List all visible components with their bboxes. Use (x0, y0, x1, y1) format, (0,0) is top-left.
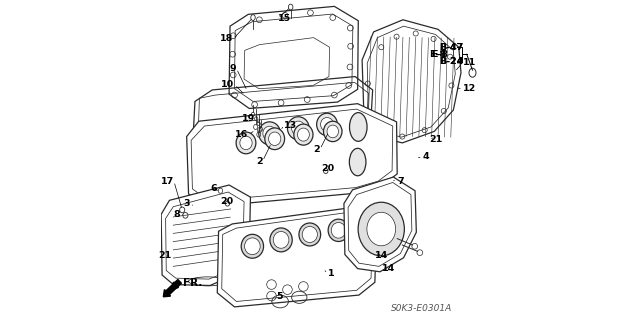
Text: 4: 4 (422, 152, 429, 161)
Ellipse shape (298, 128, 309, 141)
Ellipse shape (241, 234, 264, 258)
Text: E-8: E-8 (429, 50, 446, 59)
Text: 3: 3 (183, 199, 190, 208)
Ellipse shape (236, 132, 256, 154)
Ellipse shape (323, 121, 342, 142)
Text: B-24: B-24 (438, 57, 463, 66)
Text: 19: 19 (243, 114, 255, 123)
Text: 20: 20 (220, 197, 234, 206)
Text: 2: 2 (256, 157, 262, 166)
FancyArrow shape (163, 279, 181, 297)
Text: 13: 13 (284, 121, 298, 130)
Ellipse shape (294, 124, 313, 145)
Polygon shape (362, 20, 461, 143)
Text: 5: 5 (276, 292, 283, 301)
Text: 15: 15 (278, 14, 291, 23)
Ellipse shape (240, 136, 252, 150)
Ellipse shape (265, 128, 285, 150)
Text: 11: 11 (463, 58, 476, 67)
Ellipse shape (299, 223, 321, 246)
Text: B-47: B-47 (438, 43, 463, 52)
Ellipse shape (349, 113, 367, 141)
Ellipse shape (321, 117, 333, 131)
Text: B-24: B-24 (438, 57, 463, 66)
Text: 16: 16 (235, 130, 248, 139)
Text: 18: 18 (220, 34, 233, 43)
Text: 14: 14 (382, 264, 396, 273)
Text: FR.: FR. (184, 278, 203, 288)
Text: 1: 1 (328, 269, 334, 278)
Polygon shape (344, 177, 417, 272)
Text: 8: 8 (173, 210, 180, 219)
Text: 2: 2 (314, 145, 320, 154)
Polygon shape (229, 6, 358, 108)
Text: 12: 12 (463, 84, 476, 93)
Text: 9: 9 (230, 64, 236, 73)
Ellipse shape (328, 219, 349, 241)
Ellipse shape (259, 122, 280, 145)
Ellipse shape (270, 228, 292, 252)
Text: 6: 6 (210, 184, 216, 193)
Text: S0K3-E0301A: S0K3-E0301A (391, 304, 452, 313)
Polygon shape (161, 185, 250, 286)
Text: B-47: B-47 (438, 43, 463, 52)
Text: 21: 21 (429, 135, 442, 144)
Text: E-8: E-8 (431, 50, 448, 59)
Ellipse shape (367, 212, 396, 246)
Text: 10: 10 (221, 80, 234, 89)
Polygon shape (187, 104, 397, 207)
Text: 7: 7 (397, 177, 404, 186)
Text: 21: 21 (159, 251, 172, 260)
Ellipse shape (273, 232, 289, 248)
Ellipse shape (302, 226, 317, 242)
Text: 14: 14 (375, 251, 388, 260)
Ellipse shape (263, 126, 276, 140)
Ellipse shape (244, 238, 260, 255)
Text: 20: 20 (321, 164, 335, 173)
Ellipse shape (327, 125, 339, 138)
Ellipse shape (349, 148, 366, 176)
Ellipse shape (358, 202, 404, 256)
Polygon shape (218, 207, 377, 307)
Ellipse shape (292, 121, 305, 135)
Ellipse shape (269, 132, 281, 145)
Text: 17: 17 (161, 177, 174, 186)
Ellipse shape (317, 113, 337, 136)
Ellipse shape (287, 117, 309, 140)
Ellipse shape (332, 223, 346, 238)
